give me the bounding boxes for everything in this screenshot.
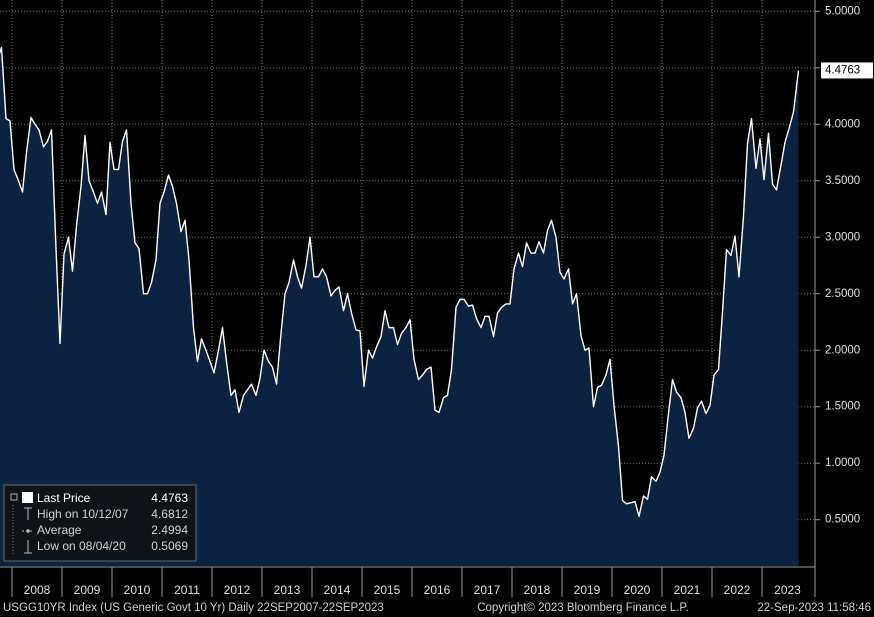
plot-area — [0, 0, 815, 566]
legend-average-dot — [26, 529, 30, 533]
price-line — [0, 46, 800, 517]
footer-center: Copyright© 2023 Bloomberg Finance L.P. — [477, 602, 689, 614]
x-tick-label: 2022 — [724, 583, 751, 597]
y-tick-label: 1.5000 — [825, 401, 860, 413]
x-tick-label: 2013 — [274, 583, 301, 597]
legend-label: Low on 08/04/20 — [37, 539, 126, 553]
x-tick-label: 2014 — [324, 583, 351, 597]
x-tick-label: 2012 — [224, 583, 251, 597]
x-tick-label: 2016 — [424, 583, 451, 597]
footer-left: USGG10YR Index (US Generic Govt 10 Yr) D… — [3, 602, 384, 614]
x-tick-label: 2008 — [24, 583, 51, 597]
legend-toggle — [10, 493, 18, 501]
legend-label: Average — [37, 523, 82, 537]
footer-right: 22-Sep-2023 11:58:46 — [757, 602, 871, 614]
x-tick-label: 2020 — [624, 583, 651, 597]
legend-value: 4.4763 — [151, 491, 188, 505]
last-price-box — [821, 62, 873, 79]
y-tick-label: 4.0000 — [825, 118, 860, 130]
y-tick-label: 3.5000 — [825, 175, 860, 187]
legend-label: High on 10/12/07 — [37, 507, 129, 521]
legend-label: Last Price — [37, 491, 91, 505]
x-tick-label: 2018 — [524, 583, 551, 597]
legend-value: 2.4994 — [151, 523, 188, 537]
x-tick-label: 2019 — [574, 583, 601, 597]
x-tick-label: 2015 — [374, 583, 401, 597]
legend-high-icon — [24, 507, 32, 520]
x-tick-label: 2011 — [174, 583, 200, 597]
y-tick-label: 1.0000 — [825, 457, 860, 469]
y-tick-label: 0.5000 — [825, 514, 860, 526]
x-tick-label: 2010 — [124, 583, 151, 597]
y-tick-label: 3.0000 — [825, 231, 860, 243]
y-tick-label: 5.0000 — [825, 5, 860, 17]
y-tick-label: 2.5000 — [825, 288, 860, 300]
legend-value: 4.6812 — [151, 507, 188, 521]
x-tick-label: 2017 — [474, 583, 501, 597]
last-price-label: 4.4763 — [825, 64, 860, 76]
legend-swatch — [22, 492, 33, 503]
x-tick-label: 2023 — [774, 583, 801, 597]
legend: Last Price 4.4763 High on 10/12/07 4.6812 Av… — [3, 484, 197, 562]
y-tick-label: 2.0000 — [825, 344, 860, 356]
x-tick-label: 2009 — [74, 583, 101, 597]
x-tick-label: 2021 — [674, 583, 701, 597]
legend-box — [3, 484, 197, 562]
area-fill — [0, 47, 799, 566]
legend-low-icon — [24, 540, 32, 554]
legend-value: 0.5069 — [151, 539, 188, 553]
